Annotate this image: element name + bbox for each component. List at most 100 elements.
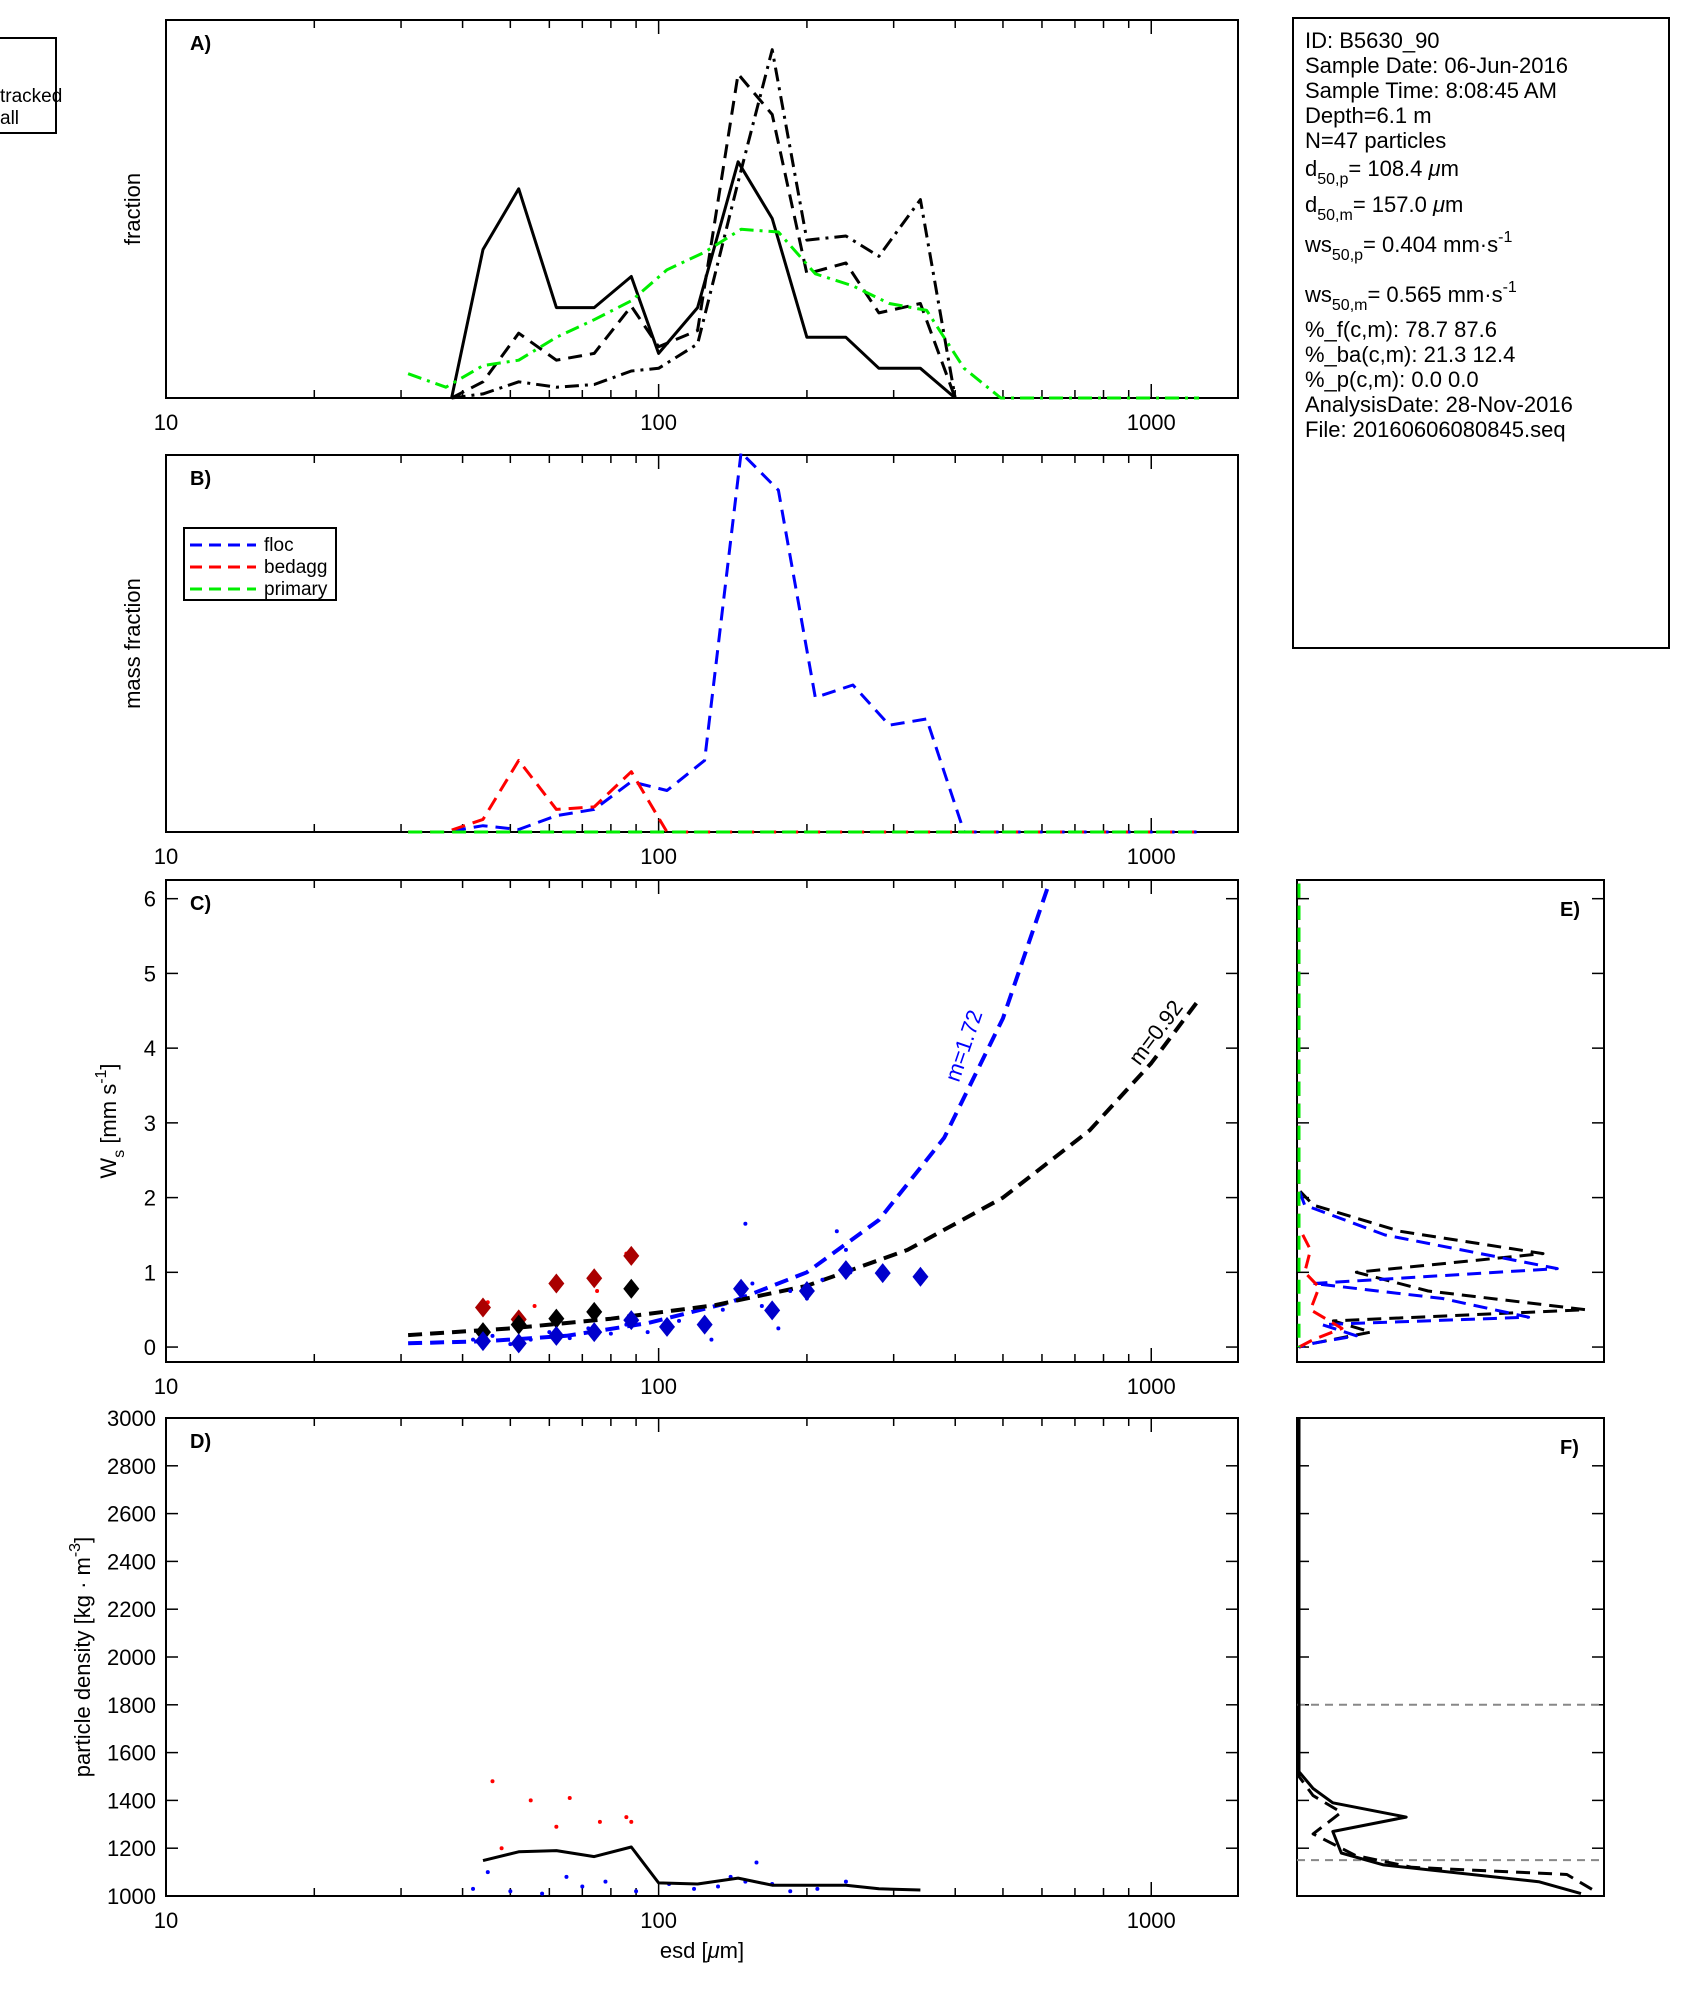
info-seg-5-1: 50,p (1317, 171, 1348, 188)
x-axis-label-part: m] (720, 1938, 744, 1963)
diamond-marker (764, 1300, 781, 1321)
info-line-2: Sample Time: 8:08:45 AM (1305, 78, 1557, 103)
fit-curve-1 (407, 998, 1201, 1338)
info-seg-6-0: d (1305, 192, 1317, 217)
series-line-bedagg (408, 758, 1199, 834)
x-tick-label: 1000 (1127, 1908, 1176, 1933)
y-tick-label: 3000 (107, 1406, 156, 1431)
data-point (528, 1337, 533, 1342)
info-seg-5-4: m (1441, 156, 1459, 181)
data-point (490, 1779, 495, 1784)
info-seg-3-0: Depth=6.1 m (1305, 103, 1432, 128)
plot-frame (165, 19, 1239, 399)
data-point (485, 1870, 490, 1875)
y-axis-label-part: ] (70, 1537, 95, 1543)
data-point (567, 1796, 572, 1801)
x-tick-label: 1000 (1127, 844, 1176, 869)
data-point (528, 1798, 533, 1803)
plot-frame (165, 1417, 1239, 1897)
data-point (608, 1331, 613, 1336)
profile-line-2 (1297, 883, 1344, 1349)
fit-curve-label-0: m=1.72 (940, 1007, 988, 1085)
y-axis-label-part: [mm s (96, 1084, 121, 1150)
series-line-3 (407, 227, 1199, 400)
data-point (709, 1337, 714, 1342)
data-point (471, 1886, 476, 1891)
info-line-0: ID: B5630_90 (1305, 28, 1440, 53)
y-tick-label: 1800 (107, 1693, 156, 1718)
legend-label-tracked: tracked (0, 86, 62, 107)
x-tick-label: 10 (154, 1908, 178, 1933)
panel-b: B) 10 100 1000 mass fraction flocbedaggprimar… (120, 451, 1239, 869)
x-tick-label: 1000 (1127, 410, 1176, 435)
panel-label: F) (1560, 1437, 1579, 1459)
data-point (815, 1886, 820, 1891)
panel-f: F) (1296, 1417, 1605, 1897)
info-line-5: d50,p= 108.4 μm (1305, 156, 1459, 188)
data-point (843, 1247, 848, 1252)
info-seg-5-3: μ (1428, 156, 1441, 181)
info-seg-10-0: %_ba(c,m): 21.3 12.4 (1305, 342, 1515, 367)
y-tick-label: 2400 (107, 1549, 156, 1574)
data-point (508, 1889, 513, 1894)
y-axis-label-part: W (96, 1158, 121, 1179)
diamond-marker (874, 1263, 891, 1284)
data-point (554, 1824, 559, 1829)
y-tick-label: 1000 (107, 1884, 156, 1909)
x-tick-label: 100 (640, 410, 677, 435)
data-point (677, 1318, 682, 1323)
diamond-marker (474, 1331, 491, 1352)
y-tick-label: 2800 (107, 1454, 156, 1479)
panel-label: A) (190, 33, 211, 55)
y-tick-label: 4 (144, 1036, 156, 1061)
info-seg-9-0: %_f(c,m): 78.7 87.6 (1305, 317, 1497, 342)
data-point (634, 1889, 639, 1894)
data-point (720, 1307, 725, 1312)
data-point (759, 1303, 764, 1308)
info-seg-6-3: μ (1432, 192, 1445, 217)
info-line-3: Depth=6.1 m (1305, 103, 1432, 128)
diamond-marker (510, 1314, 527, 1335)
data-point (692, 1886, 697, 1891)
data-point (499, 1846, 504, 1851)
panel-c-plot-area (407, 883, 1201, 1354)
panel-label: D) (190, 1431, 211, 1453)
data-point (843, 1879, 848, 1884)
diamond-marker (510, 1333, 527, 1354)
x-axis-label-part: μ (707, 1938, 720, 1963)
legend-tracked-all: tracked all (0, 37, 62, 134)
x-tick-label: 10 (154, 410, 178, 435)
info-seg-6-1: 50,m (1317, 207, 1353, 224)
data-point (629, 1819, 634, 1824)
info-line-11: %_p(c,m): 0.0 0.0 (1305, 367, 1479, 392)
y-axis-label-part: -1 (93, 1069, 110, 1083)
y-tick-label: 2000 (107, 1645, 156, 1670)
panel-label: E) (1560, 899, 1580, 921)
plot-frame (1296, 1417, 1605, 1897)
panel-a: A) 10 100 1000 fraction (120, 19, 1239, 435)
y-tick-label: 1400 (107, 1788, 156, 1813)
info-line-8: ws50,m= 0.565 mm·s-1 (1304, 279, 1517, 314)
diamond-marker (586, 1322, 603, 1343)
info-seg-13-0: File: 20160606080845.seq (1305, 417, 1566, 442)
y-axis-label-part: particle density [kg · m (70, 1557, 95, 1777)
info-line-6: d50,m= 157.0 μm (1305, 192, 1463, 224)
x-tick-label: 10 (154, 844, 178, 869)
info-seg-4-0: N=47 particles (1305, 128, 1446, 153)
data-point (750, 1281, 755, 1286)
diamond-marker (548, 1325, 565, 1346)
x-tick-label: 100 (640, 844, 677, 869)
plot-frame (1296, 879, 1605, 1363)
info-seg-7-1: 50,p (1332, 247, 1363, 264)
data-point (754, 1860, 759, 1865)
x-tick-label: 100 (640, 1374, 677, 1399)
diamond-marker (586, 1268, 603, 1289)
diamond-marker (659, 1316, 676, 1337)
data-point (547, 1330, 552, 1335)
diamond-marker (474, 1297, 491, 1318)
data-point (645, 1330, 650, 1335)
panel-label: B) (190, 468, 211, 490)
data-point (820, 1277, 825, 1282)
data-point (743, 1221, 748, 1226)
